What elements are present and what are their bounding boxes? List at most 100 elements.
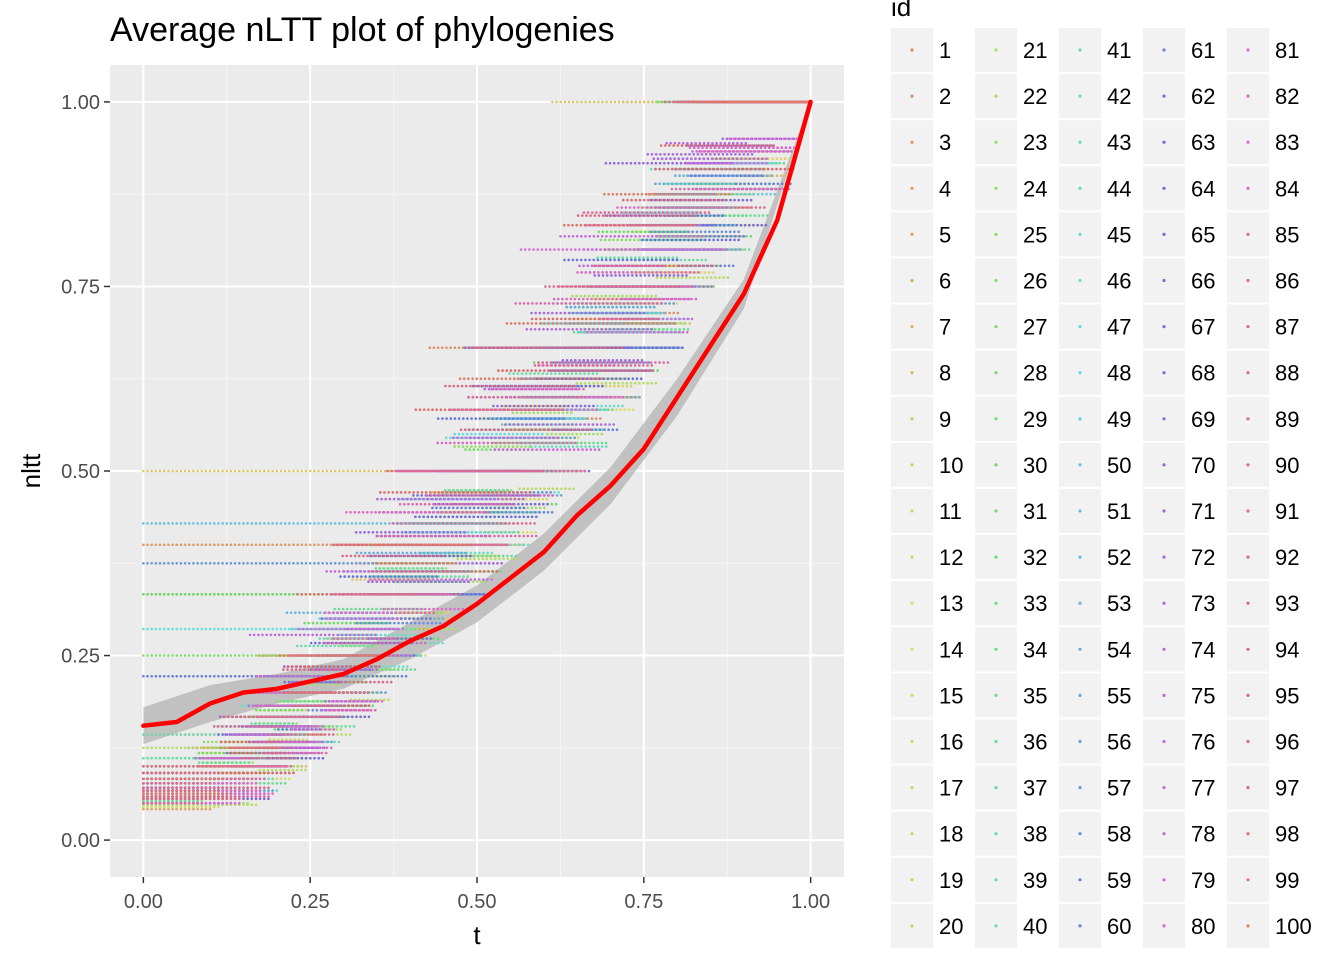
data-point: [283, 593, 287, 596]
data-point: [150, 746, 153, 750]
data-point: [332, 621, 336, 625]
data-point: [387, 698, 390, 702]
data-point: [179, 593, 183, 596]
data-point: [254, 803, 258, 806]
data-point: [714, 276, 717, 279]
data-point: [620, 238, 624, 242]
data-point: [613, 100, 617, 104]
data-point: [208, 543, 212, 547]
data-point: [416, 627, 420, 631]
data-point: [490, 445, 494, 448]
data-point: [388, 469, 391, 473]
data-point: [646, 381, 649, 385]
data-point: [171, 746, 174, 750]
data-point: [529, 497, 532, 501]
data-point: [335, 728, 339, 731]
data-point: [633, 294, 637, 298]
data-point: [200, 593, 204, 596]
data-point: [303, 621, 306, 625]
data-point: [642, 294, 645, 298]
data-point: [619, 408, 622, 412]
data-point: [142, 543, 145, 547]
data-point: [187, 746, 191, 750]
data-point: [524, 445, 527, 448]
data-point: [597, 230, 601, 234]
data-point: [258, 543, 262, 547]
data-point: [242, 543, 245, 547]
data-point: [146, 469, 149, 473]
data-point: [608, 238, 611, 242]
data-point: [515, 445, 519, 448]
data-point: [676, 311, 680, 315]
data-point: [200, 469, 204, 473]
data-point: [621, 384, 624, 388]
data-point: [650, 294, 653, 298]
data-point: [522, 487, 525, 491]
data-point: [624, 238, 628, 242]
data-point: [588, 100, 592, 104]
data-point: [179, 654, 183, 657]
data-point: [486, 445, 490, 448]
data-point: [534, 506, 538, 510]
data-point: [192, 654, 195, 657]
data-point: [562, 432, 566, 436]
data-point: [217, 469, 220, 473]
data-point: [259, 708, 262, 712]
data-point: [684, 276, 688, 279]
data-point: [464, 557, 468, 561]
data-point: [592, 432, 595, 436]
data-point: [196, 746, 199, 750]
data-point: [171, 654, 174, 657]
data-point: [154, 654, 158, 657]
data-point: [196, 593, 199, 596]
data-point: [142, 807, 145, 811]
data-point: [279, 593, 283, 596]
data-point: [196, 543, 199, 547]
data-point: [271, 708, 275, 712]
data-point: [521, 531, 525, 534]
data-point: [285, 738, 288, 741]
data-point: [603, 238, 607, 242]
data-point: [196, 654, 199, 657]
data-point: [688, 276, 692, 279]
data-point: [345, 621, 348, 625]
data-point: [596, 381, 599, 385]
data-point: [608, 294, 612, 298]
data-point: [221, 469, 224, 473]
data-point: [283, 543, 287, 547]
data-point: [215, 746, 219, 750]
data-point: [162, 746, 166, 750]
data-point: [304, 708, 308, 712]
data-point: [617, 100, 621, 104]
data-point: [167, 543, 170, 547]
data-point: [615, 408, 618, 412]
data-point: [321, 733, 325, 736]
data-point: [511, 411, 515, 415]
data-point: [495, 445, 498, 448]
data-point: [258, 654, 262, 657]
data-point: [296, 543, 300, 547]
data-point: [480, 448, 484, 451]
data-point: [344, 733, 348, 736]
data-point: [601, 100, 604, 104]
data-point: [502, 557, 505, 561]
data-point: [266, 768, 270, 772]
data-point: [205, 751, 209, 755]
data-point: [445, 346, 448, 350]
data-point: [534, 531, 537, 534]
data-point: [617, 381, 620, 385]
data-point: [300, 765, 304, 768]
data-point: [627, 408, 631, 412]
data-point: [476, 448, 480, 451]
data-point: [171, 543, 174, 547]
data-point: [442, 611, 446, 614]
data-point: [158, 746, 162, 750]
data-point: [580, 100, 583, 104]
data-point: [575, 381, 579, 385]
data-point: [167, 593, 170, 596]
data-point: [146, 746, 149, 750]
data-point: [420, 627, 424, 631]
data-point: [633, 381, 637, 385]
data-point: [183, 543, 187, 547]
data-point: [600, 294, 603, 298]
